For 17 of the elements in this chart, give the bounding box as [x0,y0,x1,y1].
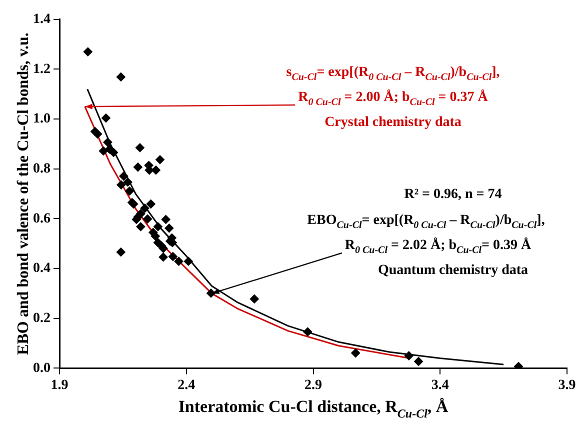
x-tick-label: 2.4 [178,378,196,394]
x-tick-label: 3.4 [431,378,449,394]
y-axis-title: EBO and bond valence of the Cu-Cl bonds, v.u. [15,32,32,355]
annotation: Quantum chemistry data [378,263,528,278]
x-tick-label: 2.9 [304,378,322,394]
y-tick-label: 0.0 [33,360,50,376]
y-tick-label: 0.8 [33,161,50,176]
x-tick-label: 3.9 [558,378,576,394]
y-tick-label: 1.2 [33,62,50,77]
y-tick-label: 1.4 [33,12,50,28]
annotation: R² = 0.96, n = 74 [404,187,502,202]
annotation: Crystal chemistry data [324,115,462,130]
y-tick-label: 0.2 [33,310,50,326]
x-tick-label: 1.9 [50,378,68,394]
y-tick-label: 0.6 [33,211,50,226]
y-tick-label: 0.4 [33,261,50,276]
y-tick-label: 1.0 [33,112,50,127]
